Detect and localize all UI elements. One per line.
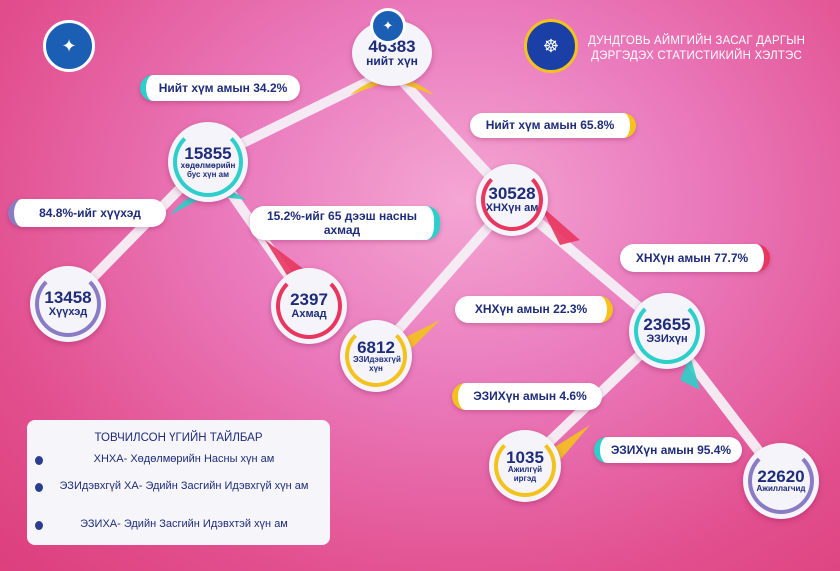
node-elderly: 2397 Ахмад	[271, 268, 347, 344]
node-nonworking: 15855 хөдөлмөрийн бус хүн ам	[168, 122, 248, 202]
legend-item: ХНХА- Хөдөлмөрийн Насны хүн ам	[35, 453, 325, 465]
header-line-2: ДЭРГЭДЭХ СТАТИСТИКИЙН ХЭЛТЭС	[591, 49, 803, 62]
abbreviation-legend: ТОВЧИЛСОН ҮГИЙН ТАЙЛБАР ХНХА- Хөдөлмөрий…	[27, 420, 330, 545]
node-unemployed: 1035 Ажилгүй иргэд	[489, 430, 561, 502]
legend-item: ЭЗИдэвхгүй ХА- Эдийн Засгийн Идэвхгүй хү…	[35, 480, 325, 492]
edge-label-total-working: Нийт хүм амын 65.8%	[470, 113, 636, 138]
mongolia-soyombo-logo: ☸	[524, 19, 578, 73]
header-line-1: ДУНДГОВЬ АЙМГИЙН ЗАСАГ ДАРГЫН	[588, 35, 806, 47]
node-employed: 22620 Ажиллагчид	[743, 443, 819, 519]
statistics-emblem-logo: ✦	[43, 20, 95, 72]
bullet-icon	[35, 456, 43, 465]
edge-label-employed: ЭЗИХүн амын 95.4%	[594, 437, 742, 463]
edge-label-unemployed: ЭЗИХүн амын 4.6%	[452, 383, 602, 410]
edge-label-inactive: ХНХүн амын 22.3%	[455, 296, 613, 323]
legend-item: ЭЗИХА- Эдийн Засгийн Идэвхтэй хүн ам	[35, 518, 325, 530]
edge-label-active: ХНХүн амын 77.7%	[620, 244, 770, 272]
header-title: ДУНДГОВЬ АЙМГИЙН ЗАСАГ ДАРГЫН ДЭРГЭДЭХ С…	[588, 34, 805, 64]
edge-label-elderly: 15.2%-ийг 65 дээш насны ахмад	[250, 206, 440, 240]
edge-label-children: 84.8%-ийг хүүхэд	[8, 199, 166, 227]
node-inactive: 6812 ЭЗИдэвхгүй хүн	[340, 320, 412, 392]
legend-item-text: ЭЗИХА- Эдийн Засгийн Идэвхтэй хүн ам	[80, 518, 288, 530]
node-children: 13458 Хүүхэд	[30, 266, 106, 342]
node-active: 23655 ЭЗИхүн	[629, 293, 705, 369]
bullet-icon	[35, 483, 43, 492]
legend-item-text: ЭЗИдэвхгүй ХА- Эдийн Засгийн Идэвхгүй хү…	[59, 480, 309, 492]
node-working: 30528 ХНХүн ам	[476, 164, 548, 236]
bullet-icon	[35, 521, 43, 530]
edge-label-total-nonworking: Нийт хүм амын 34.2%	[140, 75, 300, 101]
node-label: нийт хүн	[366, 53, 418, 68]
legend-title: ТОВЧИЛСОН ҮГИЙН ТАЙЛБАР	[94, 432, 263, 444]
statistics-emblem-logo-small: ✦	[370, 8, 406, 44]
legend-item-text: ХНХА- Хөдөлмөрийн Насны хүн ам	[93, 453, 275, 465]
